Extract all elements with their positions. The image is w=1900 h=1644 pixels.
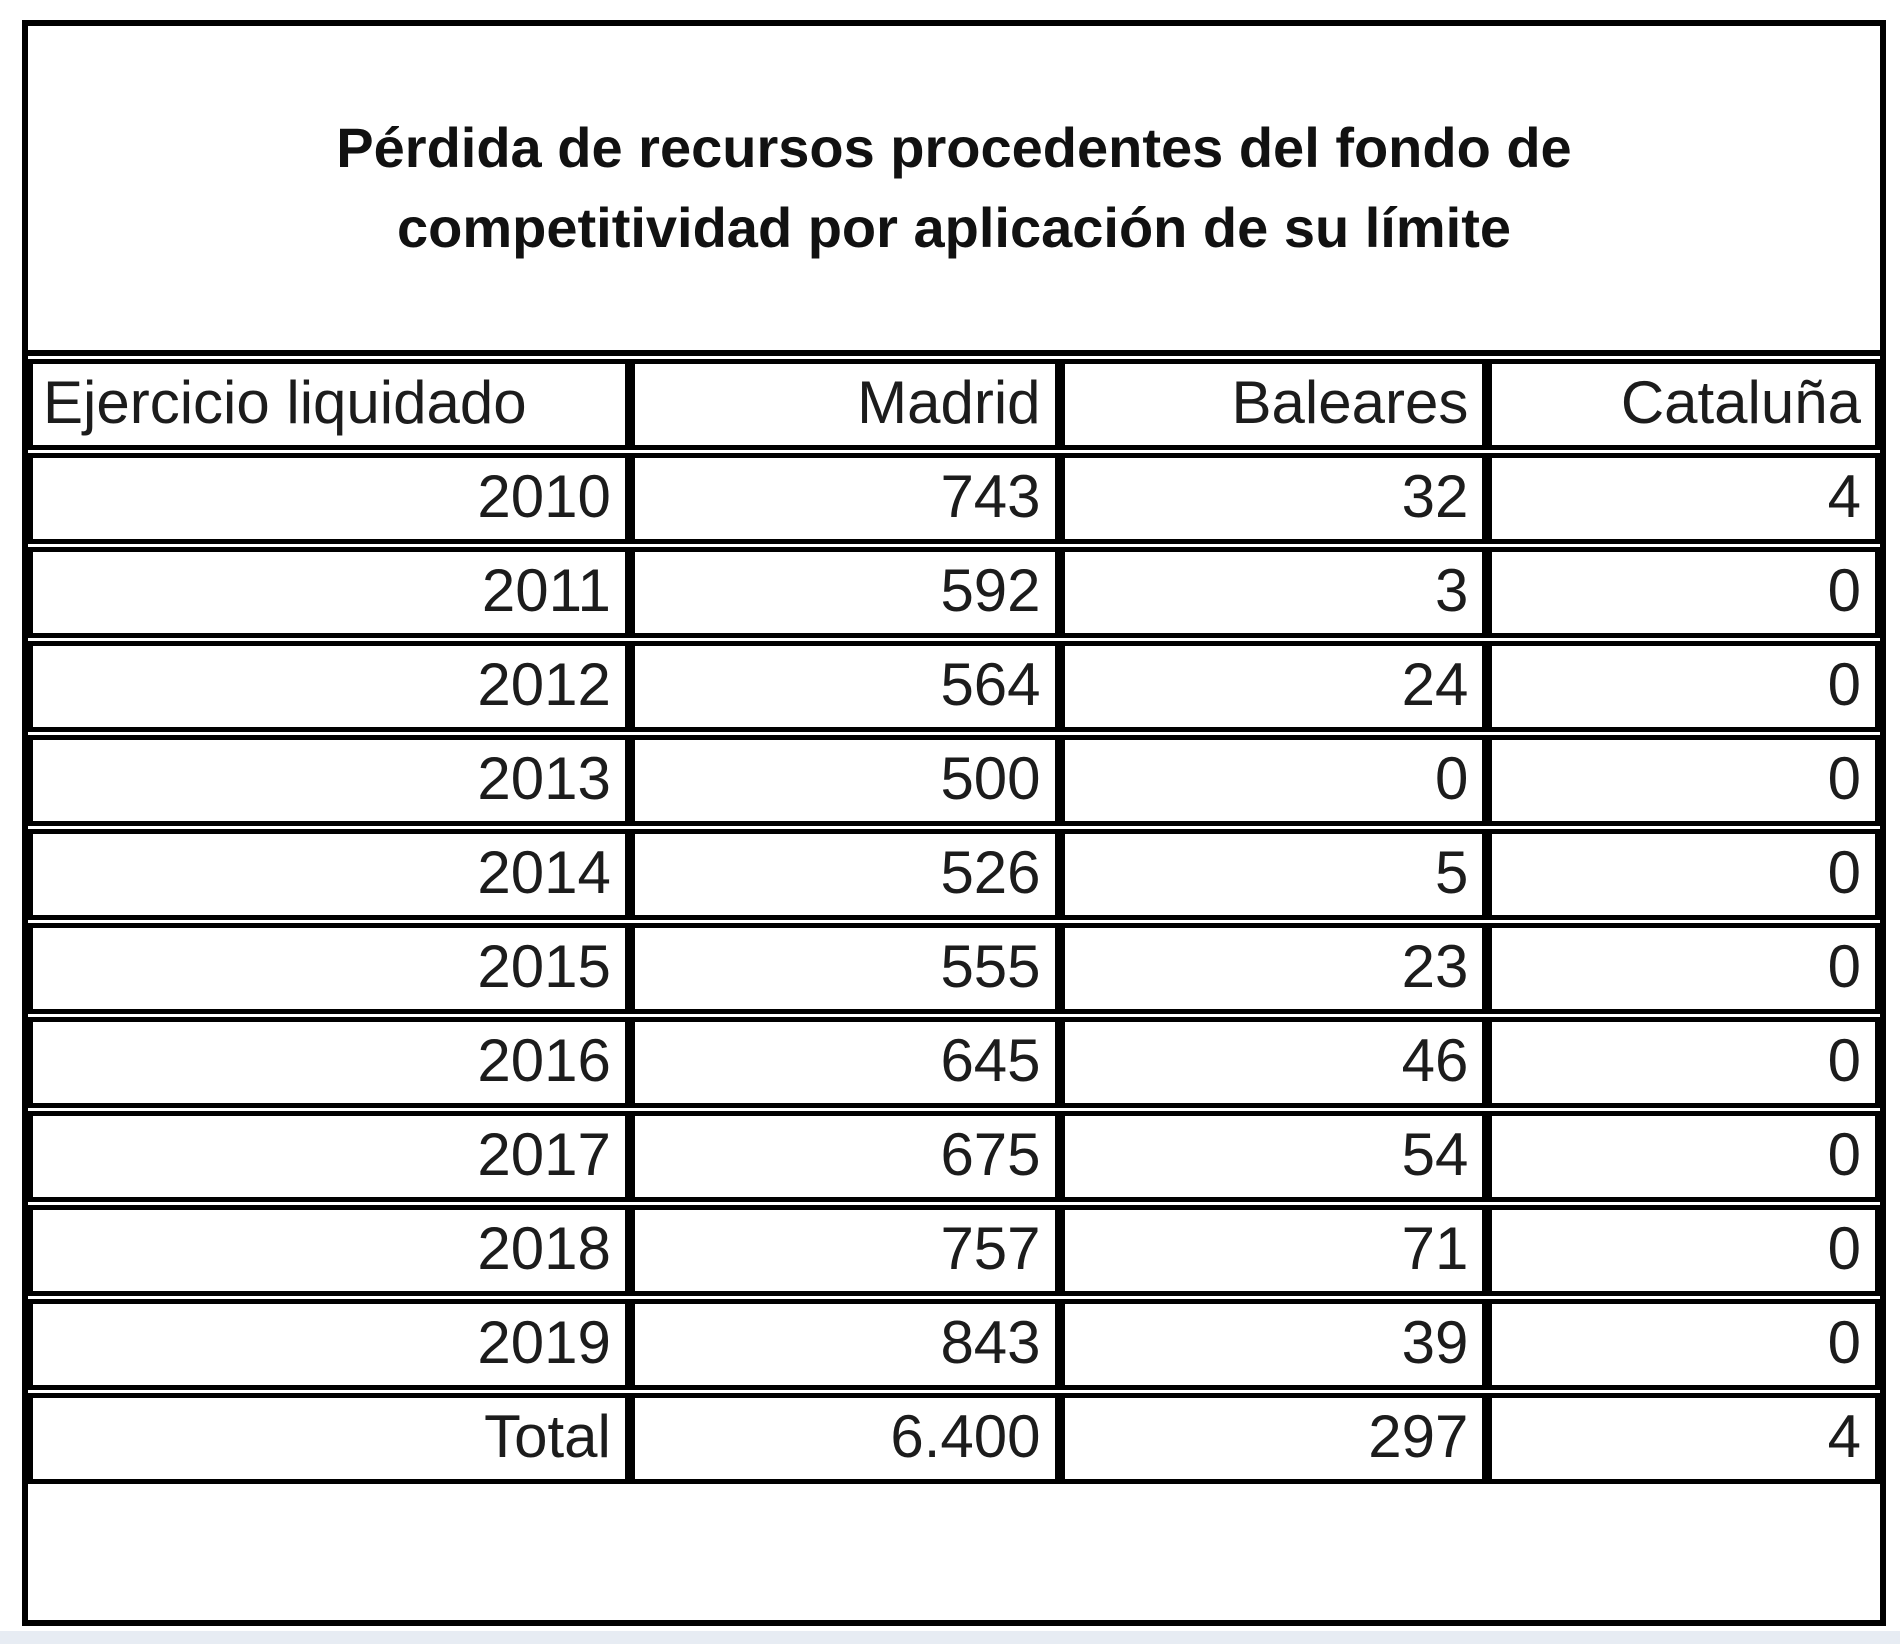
table-row-2015: 2015 555 23 0 [28, 923, 1880, 1014]
data-table: Ejercicio liquidado Madrid Baleares Cata… [28, 356, 1880, 1487]
year-cell: 2015 [28, 923, 630, 1014]
madrid-cell: 555 [629, 923, 1060, 1014]
baleares-cell: 5 [1059, 829, 1488, 920]
table-row-2011: 2011 592 3 0 [28, 547, 1880, 638]
baleares-cell: 24 [1059, 641, 1488, 732]
year-cell: 2011 [28, 547, 630, 638]
cataluna-cell: 0 [1487, 547, 1880, 638]
madrid-cell: 645 [629, 1017, 1060, 1108]
page-bottom-strip [0, 1631, 1900, 1644]
year-cell: 2010 [28, 453, 630, 544]
header-baleares: Baleares [1059, 359, 1488, 450]
total-madrid-cell: 6.400 [629, 1393, 1060, 1484]
cataluna-cell: 4 [1487, 453, 1880, 544]
header-row: Ejercicio liquidado Madrid Baleares Cata… [28, 359, 1880, 450]
table-title-line1: Pérdida de recursos procedentes del fond… [336, 116, 1572, 179]
year-cell: 2013 [28, 735, 630, 826]
header-ejercicio-liquidado: Ejercicio liquidado [28, 359, 630, 450]
madrid-cell: 675 [629, 1111, 1060, 1202]
baleares-cell: 54 [1059, 1111, 1488, 1202]
table-row-total: Total 6.400 297 4 [28, 1393, 1880, 1484]
table-row-2019: 2019 843 39 0 [28, 1299, 1880, 1390]
table-title: Pérdida de recursos procedentes del fond… [28, 26, 1880, 356]
header-madrid: Madrid [629, 359, 1060, 450]
cataluna-cell: 0 [1487, 1299, 1880, 1390]
madrid-cell: 843 [629, 1299, 1060, 1390]
year-cell: 2016 [28, 1017, 630, 1108]
cataluna-cell: 0 [1487, 641, 1880, 732]
madrid-cell: 526 [629, 829, 1060, 920]
baleares-cell: 3 [1059, 547, 1488, 638]
total-cataluna-cell: 4 [1487, 1393, 1880, 1484]
cataluna-cell: 0 [1487, 829, 1880, 920]
baleares-cell: 32 [1059, 453, 1488, 544]
total-baleares-cell: 297 [1059, 1393, 1488, 1484]
baleares-cell: 23 [1059, 923, 1488, 1014]
madrid-cell: 564 [629, 641, 1060, 732]
year-cell: 2018 [28, 1205, 630, 1296]
table-title-line2: competitividad por aplicación de su lími… [396, 196, 1511, 259]
table-frame: Pérdida de recursos procedentes del fond… [22, 20, 1886, 1626]
year-cell: 2014 [28, 829, 630, 920]
year-cell: 2012 [28, 641, 630, 732]
table-row-2018: 2018 757 71 0 [28, 1205, 1880, 1296]
baleares-cell: 71 [1059, 1205, 1488, 1296]
total-label-cell: Total [28, 1393, 630, 1484]
table-row-2017: 2017 675 54 0 [28, 1111, 1880, 1202]
madrid-cell: 592 [629, 547, 1060, 638]
baleares-cell: 39 [1059, 1299, 1488, 1390]
year-cell: 2017 [28, 1111, 630, 1202]
cataluna-cell: 0 [1487, 1111, 1880, 1202]
cataluna-cell: 0 [1487, 735, 1880, 826]
baleares-cell: 0 [1059, 735, 1488, 826]
madrid-cell: 500 [629, 735, 1060, 826]
table-row-2010: 2010 743 32 4 [28, 453, 1880, 544]
table-row-2014: 2014 526 5 0 [28, 829, 1880, 920]
cataluna-cell: 0 [1487, 1017, 1880, 1108]
madrid-cell: 757 [629, 1205, 1060, 1296]
table-row-2012: 2012 564 24 0 [28, 641, 1880, 732]
madrid-cell: 743 [629, 453, 1060, 544]
year-cell: 2019 [28, 1299, 630, 1390]
cataluna-cell: 0 [1487, 1205, 1880, 1296]
table-row-2013: 2013 500 0 0 [28, 735, 1880, 826]
baleares-cell: 46 [1059, 1017, 1488, 1108]
header-cataluna: Cataluña [1487, 359, 1880, 450]
cataluna-cell: 0 [1487, 923, 1880, 1014]
table-row-2016: 2016 645 46 0 [28, 1017, 1880, 1108]
